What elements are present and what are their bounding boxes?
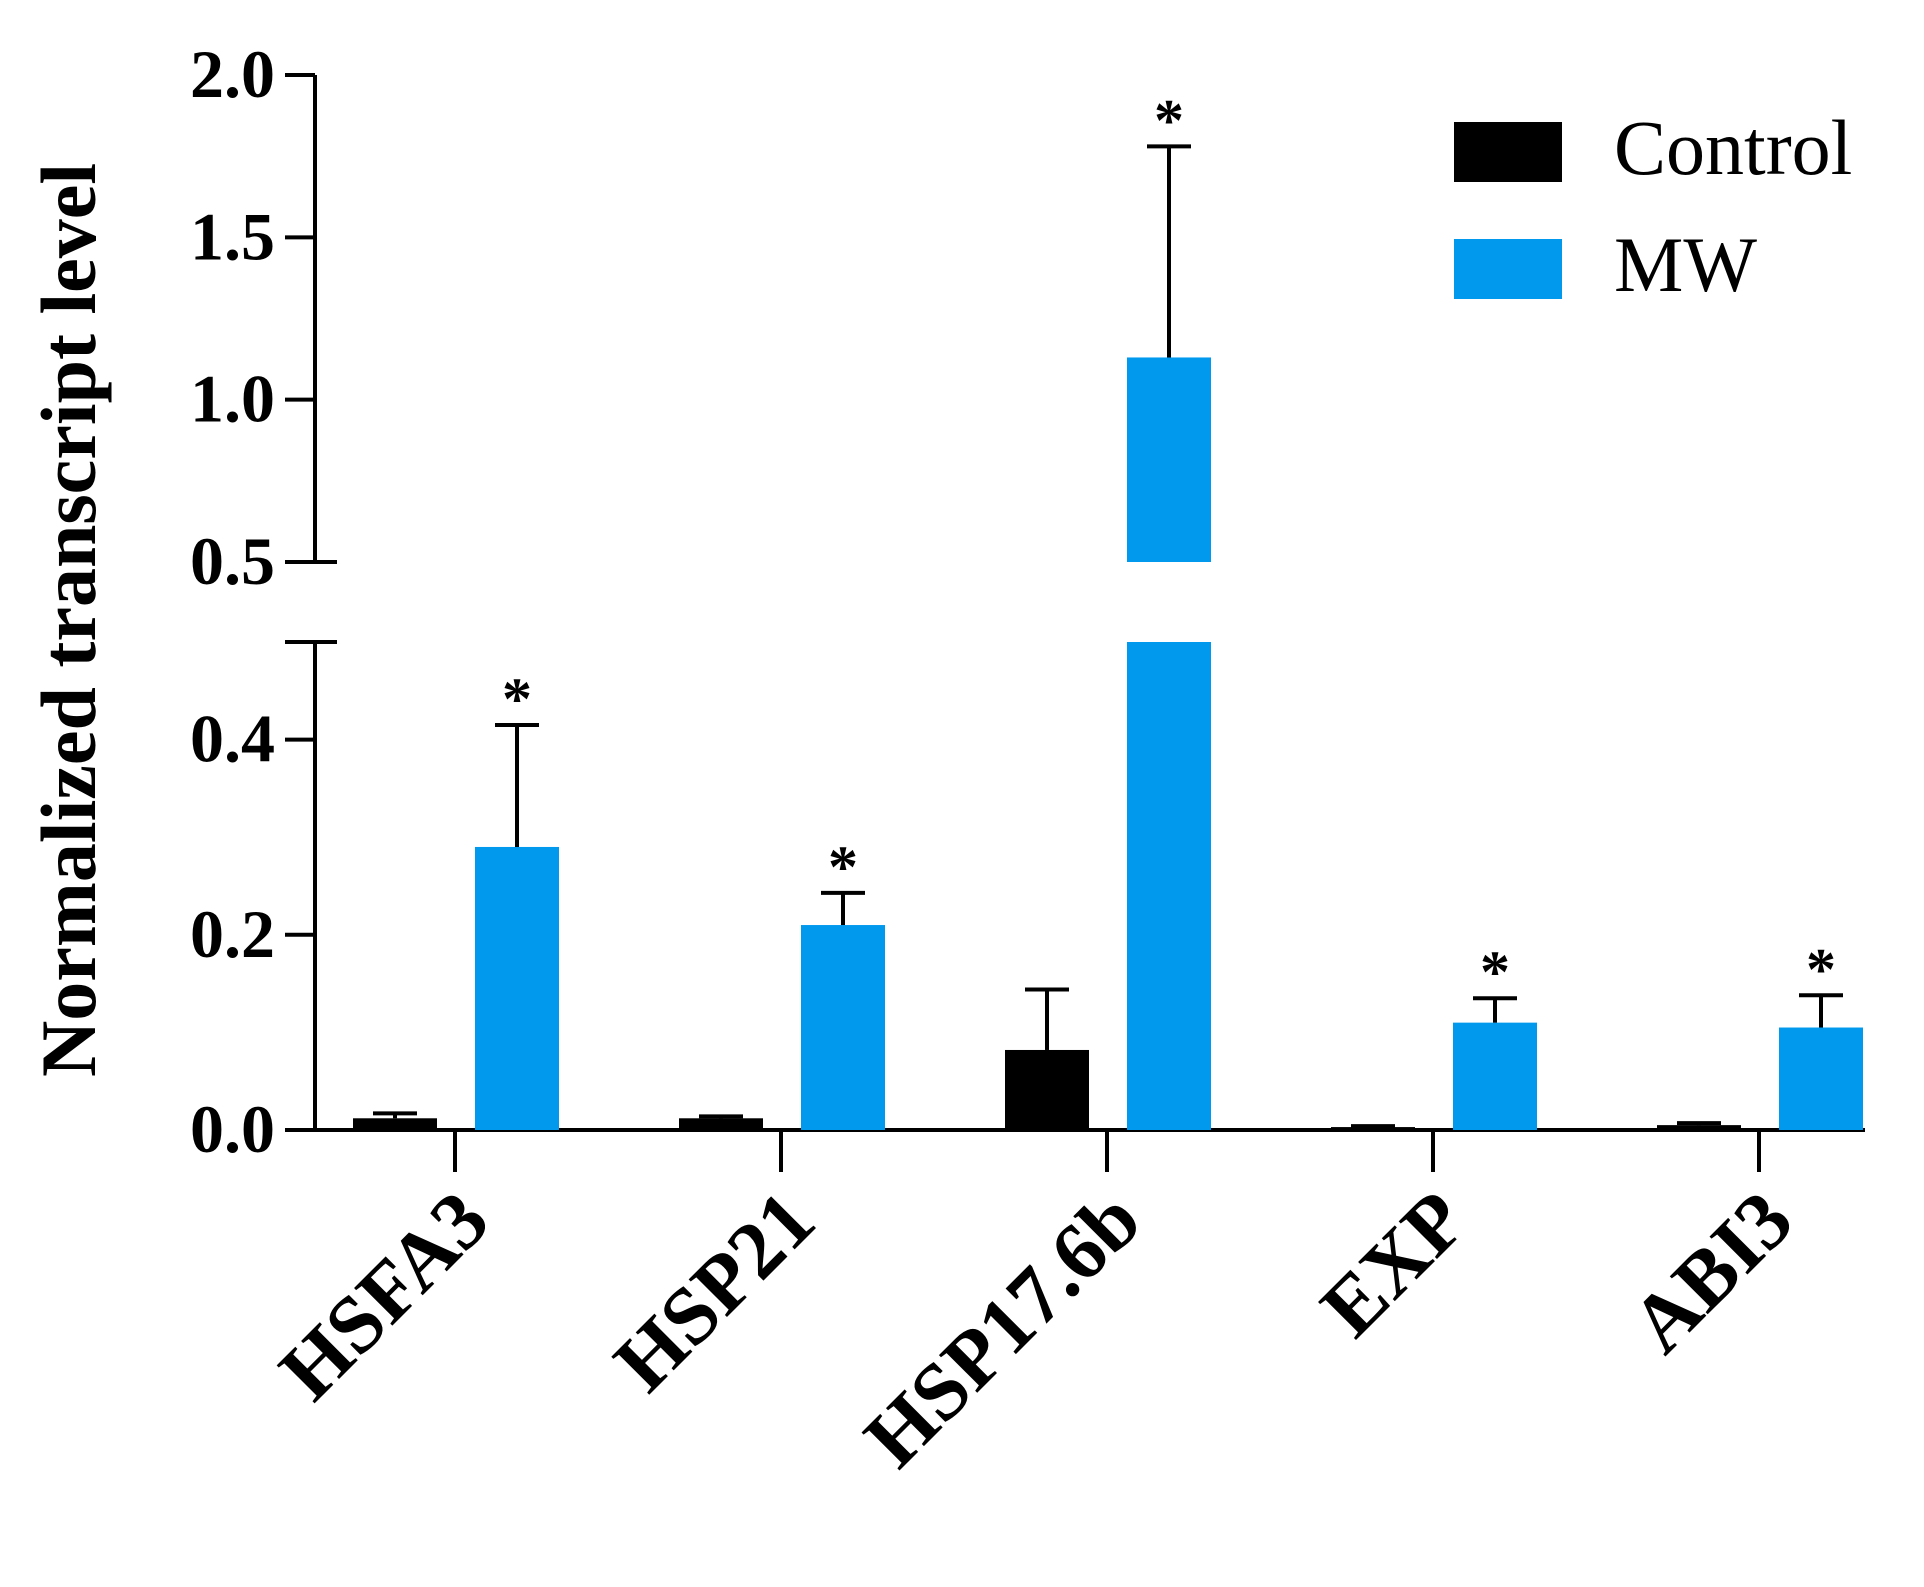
y-tick-label: 0.2 <box>190 896 275 972</box>
x-tick-label: HSP21 <box>597 1173 832 1408</box>
significance-markers: * * * * * <box>502 87 1836 1005</box>
bar-control-hsp21 <box>679 1118 763 1130</box>
x-tick-label: EXP <box>1303 1173 1483 1353</box>
y-tick-label: 0.0 <box>190 1091 275 1167</box>
bar-mw-hsfa3 <box>475 846 559 1130</box>
bar-control-exp <box>1331 1127 1415 1130</box>
bar-control-abi3 <box>1657 1125 1741 1130</box>
y-tick-label: 0.4 <box>190 701 275 777</box>
error-bars <box>373 144 1843 1129</box>
bars <box>353 357 1863 1130</box>
x-tick-label: HSP17.6b <box>847 1173 1158 1484</box>
y-axis-label: Normalized transcript level <box>25 163 112 1077</box>
significance-star: * <box>1806 936 1836 1002</box>
x-tick-label: ABI3 <box>1613 1173 1809 1369</box>
bar-mw-exp <box>1453 1022 1537 1130</box>
legend-swatch-mw <box>1454 239 1562 299</box>
significance-star: * <box>502 666 532 732</box>
legend-label-mw: MW <box>1614 221 1757 308</box>
y-tick-label: 2.0 <box>190 36 275 112</box>
significance-star: * <box>828 834 858 900</box>
legend-swatch-control <box>1454 122 1562 182</box>
bar-mw-hsp17-6b-lower-segment <box>1127 642 1211 1130</box>
significance-star: * <box>1154 87 1184 153</box>
axes: 0.0 0.2 0.4 0.5 1.0 1.5 2.0 <box>190 36 1865 1172</box>
bar-control-hsfa3 <box>353 1118 437 1130</box>
bar-control-hsp17-6b <box>1005 1049 1089 1130</box>
y-tick-label: 1.0 <box>190 361 275 437</box>
x-tick-labels: HSFA3 HSP21 HSP17.6b EXP ABI3 <box>262 1173 1810 1484</box>
y-tick-label: 0.5 <box>190 523 275 599</box>
x-tick-label: HSFA3 <box>262 1173 506 1417</box>
y-tick-label: 1.5 <box>190 198 275 274</box>
bar-mw-abi3 <box>1779 1027 1863 1130</box>
significance-star: * <box>1480 939 1510 1005</box>
bar-mw-hsp21 <box>801 925 885 1130</box>
bar-mw-hsp17-6b-upper-segment <box>1127 357 1211 562</box>
legend: Control MW <box>1454 104 1852 308</box>
legend-label-control: Control <box>1614 104 1852 191</box>
